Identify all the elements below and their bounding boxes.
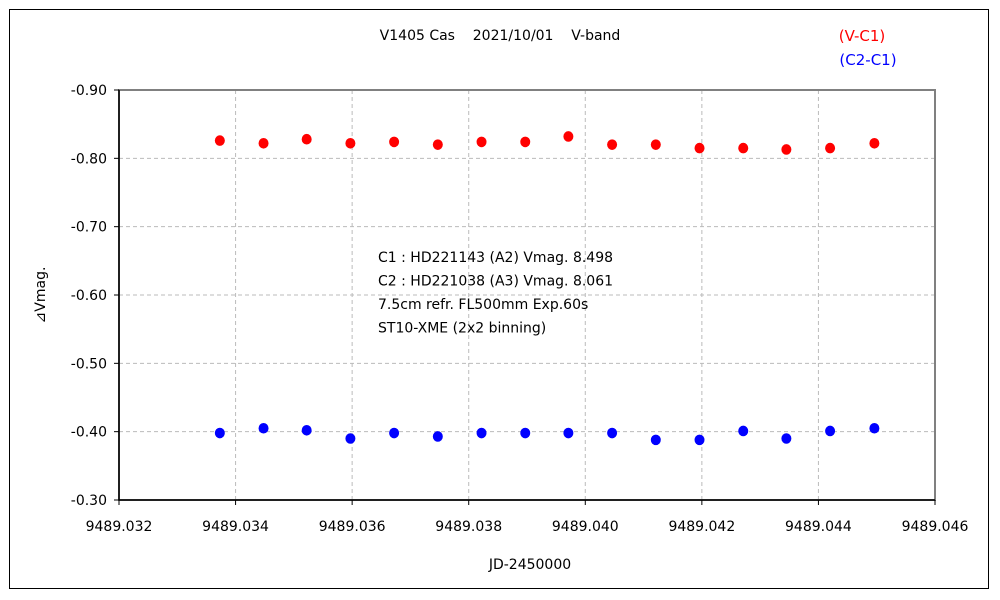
c2-c1-point: [781, 433, 792, 444]
c2-c1-point: [389, 427, 400, 439]
c2-c1-point: [214, 427, 225, 439]
chart-title: V1405 Cas 2021/10/01 V-band: [380, 28, 621, 44]
c2-c1-point: [607, 427, 618, 439]
ticks: -0.90 -0.80 -0.70 -0.60 -0.50 -0.40 -0.30 9489.…: [71, 83, 969, 535]
c2-c1-point: [476, 427, 487, 439]
c2-c1-point: [258, 422, 269, 434]
y-tick-label: -0.40: [71, 425, 107, 441]
v-c1-point: [650, 139, 661, 150]
x-tick-label: 9489.032: [86, 519, 153, 535]
legend-v-c1: (V-C1): [839, 27, 886, 45]
v-c1-point: [781, 144, 792, 155]
annotations: C1 : HD221143 (A2) Vmag. 8.498 C2 : HD221…: [378, 250, 613, 337]
v-c1-point: [563, 131, 574, 142]
v-c1-point: [607, 139, 618, 150]
y-tick-label: -0.80: [71, 151, 107, 167]
legend-c2-c1: (C2-C1): [839, 51, 896, 69]
y-tick-label: -0.60: [71, 288, 107, 304]
chart-frame: [9, 9, 989, 589]
v-c1-point: [301, 133, 312, 145]
v-c1-point: [214, 135, 225, 146]
v-c1-point: [432, 139, 443, 150]
c2-c1-point: [301, 425, 312, 436]
x-tick-label: 9489.034: [202, 519, 269, 535]
v-c1-point: [520, 136, 531, 148]
x-tick-label: 9489.044: [785, 519, 852, 535]
x-tick-label: 9489.040: [552, 519, 619, 535]
y-tick-label: -0.30: [71, 493, 107, 509]
c2-c1-point: [520, 427, 531, 439]
c2-c1-point: [432, 431, 443, 442]
y-axis-label: ⊿Vmag.: [33, 267, 49, 324]
x-tick-label: 9489.036: [319, 519, 386, 535]
v-c1-point: [738, 142, 749, 154]
annotation-line: ST10-XME (2x2 binning): [378, 321, 546, 337]
y-tick-label: -0.90: [71, 83, 107, 99]
c2-c1-point: [825, 425, 836, 437]
c2-c1-point: [563, 427, 574, 439]
v-c1-point: [825, 142, 836, 154]
c2-c1-point: [345, 433, 356, 444]
c2-c1-point: [869, 422, 880, 434]
annotation-line: C1 : HD221143 (A2) Vmag. 8.498: [378, 250, 613, 266]
v-c1-point: [869, 138, 880, 149]
x-tick-label: 9489.046: [902, 519, 969, 535]
annotation-line: C2 : HD221038 (A3) Vmag. 8.061: [378, 274, 613, 290]
v-c1-point: [345, 138, 356, 149]
grid: [118, 89, 936, 501]
y-tick-label: -0.70: [71, 220, 107, 236]
y-tick-label: -0.50: [71, 356, 107, 372]
v-c1-point: [389, 136, 400, 148]
annotation-line: 7.5cm refr. FL500mm Exp.60s: [378, 297, 588, 313]
c2-c1-point: [650, 434, 661, 446]
v-c1-point: [476, 136, 487, 148]
points: [214, 131, 880, 446]
x-axis-label: JD-2450000: [488, 557, 571, 573]
x-tick-label: 9489.042: [668, 519, 735, 535]
v-c1-point: [694, 142, 705, 154]
x-tick-label: 9489.038: [435, 519, 502, 535]
v-c1-point: [258, 138, 269, 149]
c2-c1-point: [738, 425, 749, 437]
c2-c1-point: [694, 434, 705, 446]
